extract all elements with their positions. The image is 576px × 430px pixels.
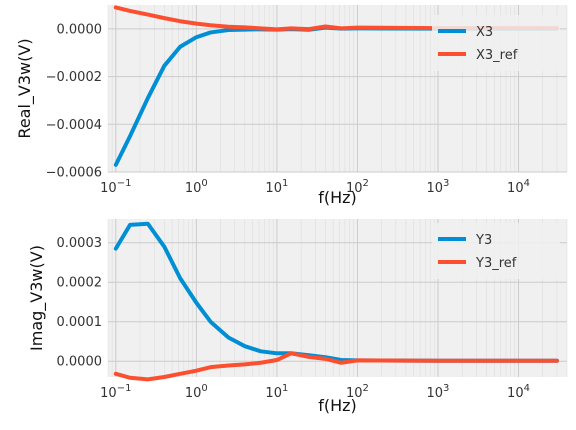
x-tick-label: 102 [346, 178, 369, 196]
x-tick-label: 101 [265, 178, 288, 196]
grid [107, 5, 568, 173]
x-axis-label: f(Hz) [318, 188, 357, 207]
legend-label: Y3_ref [475, 256, 517, 271]
y-tick-label: −0.0002 [46, 70, 102, 85]
series-line-y3-ref [113, 351, 559, 382]
x-tick-label: 100 [185, 383, 208, 401]
legend-label: X3_ref [476, 48, 518, 63]
x-axis-label: f(Hz) [318, 396, 357, 415]
chart-2: 0.0000 0.0001 0.0002 0.0003 10−1 100 101 102 103… [27, 219, 568, 415]
y-axis-label: Imag_V3w(V) [27, 245, 47, 351]
series-line-x3-ref [113, 5, 559, 32]
y-tick-label: 0.0000 [57, 355, 103, 370]
x-tick-label: 10−1 [100, 178, 131, 196]
y-tick-label: 0.0002 [57, 276, 103, 291]
y-tick-label: −0.0004 [46, 118, 102, 133]
x-tick-label: 104 [507, 178, 530, 196]
legend-label: Y3 [475, 233, 492, 248]
x-tick-label: 100 [185, 178, 208, 196]
legend: X3 X3_ref [432, 15, 560, 71]
x-tick-label: 103 [427, 178, 450, 196]
y-tick-label: 0.0001 [57, 315, 103, 330]
y-axis-label: Real_V3w(V) [15, 38, 35, 138]
chart-1: −0.0006 −0.0004 −0.0002 0.0000 10−1 100 101 102… [15, 5, 568, 207]
legend-label: X3 [476, 25, 493, 40]
y-tick-label: 0.0000 [57, 22, 103, 37]
x-tick-label: 103 [427, 383, 450, 401]
x-tick-label: 101 [265, 383, 288, 401]
x-tick-label: 10−1 [100, 383, 131, 401]
x-tick-label: 104 [507, 383, 530, 401]
y-tick-label: −0.0006 [46, 166, 102, 181]
x-tick-label: 102 [346, 383, 369, 401]
legend: Y3 Y3_ref [432, 223, 560, 279]
y-tick-label: 0.0003 [57, 236, 103, 251]
